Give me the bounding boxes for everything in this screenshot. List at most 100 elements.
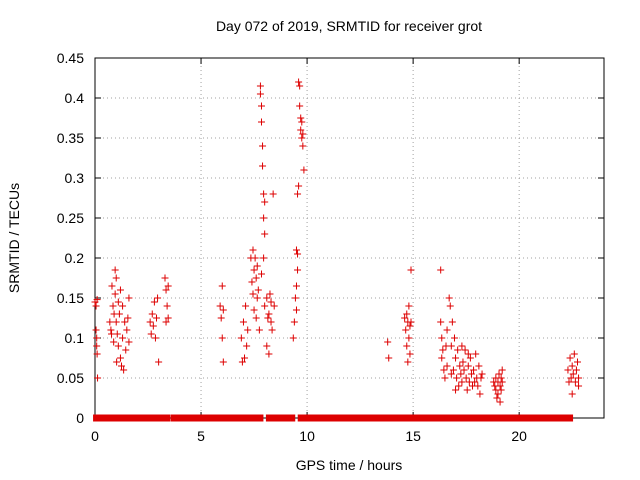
zero-value-run: [265, 414, 296, 422]
data-point: [253, 294, 261, 302]
data-point: [459, 358, 467, 366]
data-point: [403, 310, 411, 318]
data-point: [438, 334, 446, 342]
data-point: [402, 326, 410, 334]
data-point: [496, 398, 504, 406]
data-point: [217, 314, 225, 322]
data-point: [291, 294, 299, 302]
data-point: [93, 296, 101, 304]
data-point: [407, 318, 415, 326]
data-point: [477, 374, 485, 382]
chart-title: Day 072 of 2019, SRMTID for receiver gro…: [216, 18, 482, 34]
data-point: [475, 362, 483, 370]
x-tick-label: 20: [511, 428, 527, 444]
data-point: [565, 378, 573, 386]
data-point: [461, 346, 469, 354]
data-point: [290, 318, 298, 326]
data-point: [256, 82, 264, 90]
data-point: [241, 354, 249, 362]
data-point: [456, 362, 464, 370]
data-point: [147, 330, 155, 338]
data-point: [108, 282, 116, 290]
data-point: [443, 326, 451, 334]
data-point: [404, 358, 412, 366]
data-point: [111, 266, 119, 274]
data-point: [572, 366, 580, 374]
zero-value-run: [382, 414, 402, 422]
data-point: [292, 246, 300, 254]
data-point: [497, 374, 505, 382]
x-axis-label: GPS time / hours: [296, 457, 403, 473]
data-point: [447, 370, 455, 378]
data-point: [94, 374, 102, 382]
data-point: [569, 370, 577, 378]
data-point: [267, 318, 275, 326]
data-point: [447, 342, 455, 350]
zero-value-run: [219, 414, 253, 422]
data-point: [116, 354, 124, 362]
data-point: [260, 190, 268, 198]
data-point: [216, 302, 224, 310]
data-point: [299, 130, 307, 138]
data-point: [219, 358, 227, 366]
data-point: [155, 358, 163, 366]
zero-value-run: [469, 414, 484, 422]
data-point: [256, 90, 264, 98]
data-point: [261, 302, 269, 310]
data-point: [446, 302, 454, 310]
data-point: [243, 342, 251, 350]
data-point: [268, 326, 276, 334]
data-point: [466, 354, 474, 362]
data-point: [125, 338, 133, 346]
data-point: [455, 382, 463, 390]
data-point: [407, 266, 415, 274]
data-point: [292, 306, 300, 314]
data-point: [252, 274, 260, 282]
data-point: [452, 354, 460, 362]
data-point: [151, 334, 159, 342]
data-point: [146, 318, 154, 326]
data-point: [467, 370, 475, 378]
data-point: [441, 374, 449, 382]
data-point: [498, 366, 506, 374]
data-point: [255, 326, 263, 334]
data-point: [107, 326, 115, 334]
data-point: [496, 382, 504, 390]
data-point: [297, 114, 305, 122]
data-point: [474, 382, 482, 390]
data-point: [218, 282, 226, 290]
data-point: [119, 334, 127, 342]
data-point: [498, 378, 506, 386]
data-point: [244, 326, 252, 334]
x-tick-label: 0: [91, 428, 99, 444]
zero-value-run: [509, 414, 574, 422]
data-point: [478, 370, 486, 378]
data-points: [91, 78, 583, 422]
data-point: [123, 326, 131, 334]
data-point: [252, 314, 260, 322]
data-point: [265, 350, 273, 358]
zero-value-run: [461, 414, 472, 422]
data-point: [249, 290, 257, 298]
data-point: [118, 362, 126, 370]
x-tick-label: 5: [197, 428, 205, 444]
data-point: [437, 318, 445, 326]
data-point: [452, 386, 460, 394]
data-point: [163, 302, 171, 310]
data-point: [493, 394, 501, 402]
data-point: [148, 310, 156, 318]
data-point: [438, 354, 446, 362]
y-axis-label: SRMTID / TECUs: [6, 183, 22, 293]
data-point: [405, 334, 413, 342]
y-tick-label: 0.35: [57, 130, 84, 146]
data-point: [116, 286, 124, 294]
y-tick-label: 0.45: [57, 50, 84, 66]
data-point: [260, 254, 268, 262]
data-point: [294, 250, 302, 258]
data-point: [401, 314, 409, 322]
data-point: [270, 302, 278, 310]
data-point: [110, 338, 118, 346]
data-point: [571, 378, 579, 386]
data-point: [297, 126, 305, 134]
y-tick-label: 0.05: [57, 370, 84, 386]
